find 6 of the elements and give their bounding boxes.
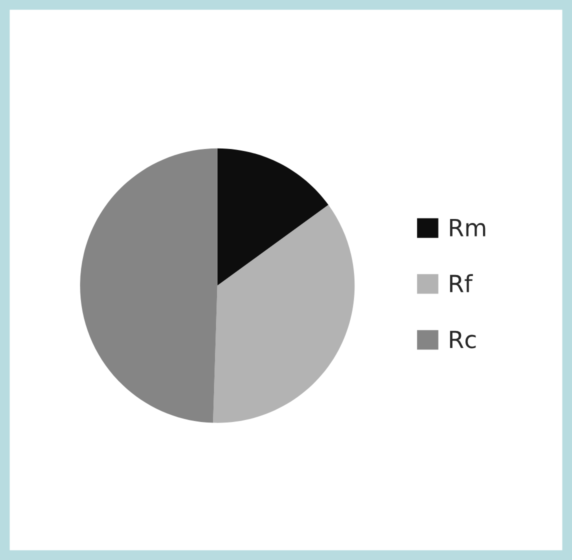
pie-slice [80, 148, 218, 423]
legend-label: Rf [450, 274, 473, 292]
legend-label: Rc [450, 330, 476, 348]
pie-slice [213, 204, 355, 423]
legend-label: Rm [450, 218, 486, 236]
pie-slice [217, 148, 328, 286]
